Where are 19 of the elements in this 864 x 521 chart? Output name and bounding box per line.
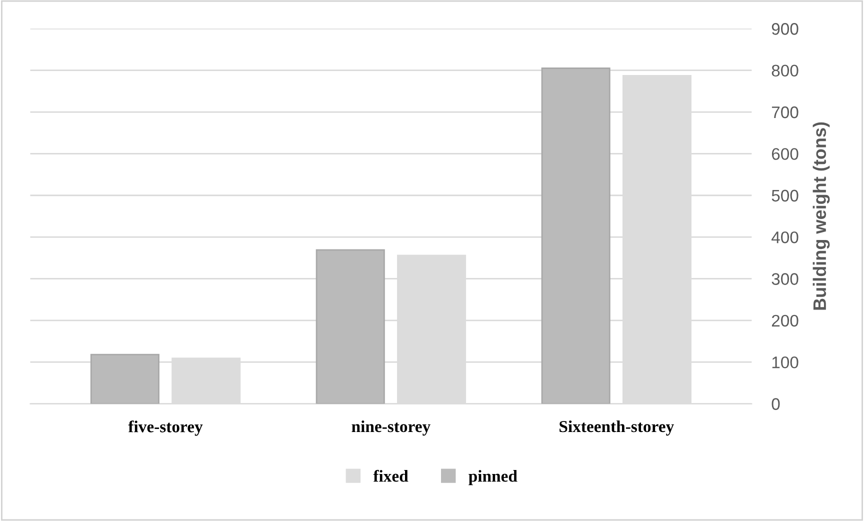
x-tick-label: five-storey xyxy=(128,420,203,436)
legend-label: fixed xyxy=(373,470,408,482)
y-tick-label: 100 xyxy=(772,356,798,368)
y-tick-label: 500 xyxy=(772,190,798,202)
y-tick-label: 0 xyxy=(772,398,780,410)
y-axis-title: Building weight (tons) xyxy=(812,122,830,310)
bar xyxy=(316,249,385,404)
y-tick-label: 400 xyxy=(772,231,798,244)
legend-label: pinned xyxy=(468,470,518,486)
x-tick-label: Sixteenth-storey xyxy=(560,420,674,436)
y-tick-label: 800 xyxy=(772,64,798,77)
bar xyxy=(541,68,610,404)
y-tick-label: 700 xyxy=(772,106,798,118)
y-tick-label: 200 xyxy=(772,314,798,327)
y-tick-label: 300 xyxy=(772,273,798,285)
y-tick-label: 600 xyxy=(772,148,798,160)
x-tick-label: nine-storey xyxy=(352,420,430,436)
bar xyxy=(90,354,160,404)
y-tick-label: 900 xyxy=(772,23,798,35)
